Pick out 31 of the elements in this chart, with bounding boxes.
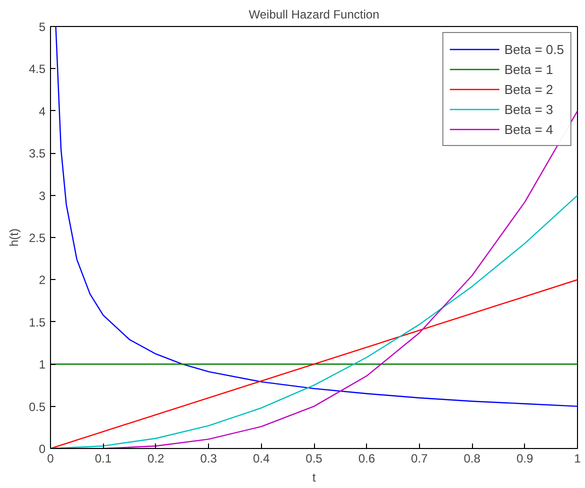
- line-series: [55, 26, 578, 407]
- x-tick-label: 1: [574, 452, 582, 466]
- x-tick-label: 0.2: [148, 452, 165, 466]
- x-tick-label: 0.1: [94, 452, 112, 466]
- y-tick-label: 0.5: [28, 400, 46, 414]
- legend-label: Beta = 2: [504, 82, 554, 96]
- x-tick-label: 0.7: [411, 452, 428, 466]
- x-tick-label: 0.4: [252, 452, 270, 466]
- y-tick-label: 4.5: [28, 62, 46, 76]
- chart-title: Weibull Hazard Function: [248, 8, 380, 22]
- x-tick-label: 0.9: [516, 452, 534, 466]
- y-tick-label: 1.5: [28, 315, 46, 330]
- x-tick-label: 0.3: [200, 452, 218, 466]
- x-tick-label: 0: [47, 452, 54, 466]
- y-tick-label: 3: [38, 188, 46, 203]
- y-tick-label: 5: [38, 20, 46, 34]
- x-axis-title: t: [312, 470, 316, 484]
- legend-label: Beta = 4: [504, 122, 554, 136]
- legend-label: Beta = 3: [504, 102, 554, 116]
- y-tick-label: 3.5: [28, 146, 46, 161]
- x-tick-label: 0.5: [306, 452, 323, 466]
- y-axis-title: h(t): [6, 228, 21, 246]
- x-tick-label: 0.6: [358, 452, 376, 466]
- legend-label: Beta = 0.5: [504, 42, 564, 56]
- y-tick-label: 1: [38, 358, 46, 372]
- y-tick-label: 2: [38, 273, 46, 288]
- y-tick-label: 4: [38, 104, 46, 118]
- x-tick-label: 0.8: [464, 452, 481, 466]
- y-tick-label: 2.5: [28, 231, 46, 245]
- y-tick-label: 0: [38, 442, 46, 456]
- legend-label: Beta = 1: [504, 62, 554, 76]
